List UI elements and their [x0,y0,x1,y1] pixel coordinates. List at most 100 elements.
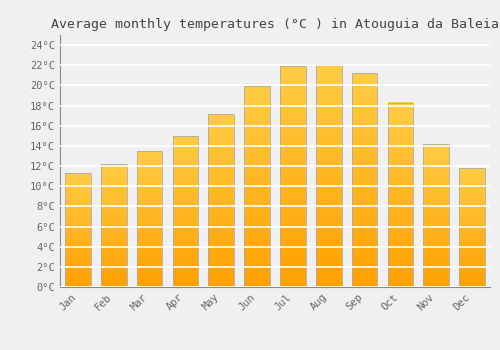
Bar [244,136,270,139]
Bar [424,170,449,173]
Bar [388,225,413,227]
Bar [352,113,378,116]
Bar [459,208,485,210]
Bar [352,199,378,202]
Bar [136,169,162,172]
Bar [208,161,234,163]
Bar [280,152,306,155]
Bar [172,232,199,234]
Bar [101,164,126,166]
Bar [352,124,378,127]
Bar [172,211,199,213]
Bar [316,270,342,273]
Bar [352,241,378,244]
Bar [244,149,270,152]
Bar [136,163,162,164]
Bar [208,248,234,250]
Bar [459,239,485,241]
Bar [388,153,413,155]
Bar [65,210,91,211]
Bar [459,224,485,226]
Bar [172,257,199,259]
Bar [244,126,270,129]
Bar [136,268,162,270]
Bar [65,207,91,209]
Bar [352,252,378,255]
Bar [424,226,449,228]
Bar [459,192,485,193]
Bar [424,194,449,196]
Bar [136,188,162,190]
Bar [388,280,413,282]
Bar [459,205,485,207]
Bar [424,190,449,192]
Bar [316,156,342,159]
Bar [136,187,162,188]
Bar [244,247,270,250]
Bar [280,94,306,97]
Bar [65,191,91,193]
Bar [244,119,270,121]
Bar [424,231,449,233]
Bar [352,225,378,228]
Bar [280,268,306,271]
Bar [65,202,91,203]
Bar [459,248,485,250]
Bar [65,277,91,279]
Bar [244,179,270,182]
Bar [280,248,306,251]
Bar [316,267,342,270]
Bar [244,244,270,247]
Bar [280,251,306,254]
Bar [352,100,378,103]
Bar [101,199,126,201]
Bar [101,261,126,262]
Bar [316,262,342,265]
Bar [280,240,306,243]
Bar [172,223,199,225]
Bar [352,183,378,186]
Bar [352,156,378,159]
Bar [172,172,199,174]
Bar [101,164,126,287]
Bar [244,187,270,189]
Bar [280,237,306,240]
Bar [352,143,378,146]
Bar [244,144,270,147]
Bar [316,217,342,220]
Bar [172,262,199,264]
Bar [459,238,485,239]
Bar [388,278,413,280]
Bar [136,251,162,253]
Bar [280,182,306,185]
Bar [352,239,378,241]
Bar [352,89,378,92]
Bar [101,273,126,275]
Bar [424,163,449,165]
Bar [352,233,378,236]
Bar [280,77,306,80]
Bar [388,114,413,116]
Bar [459,244,485,245]
Bar [65,230,91,231]
Bar [424,244,449,246]
Bar [316,212,342,215]
Bar [136,151,162,287]
Bar [172,281,199,283]
Bar [208,157,234,159]
Bar [65,173,91,175]
Bar [352,247,378,250]
Bar [424,214,449,216]
Bar [208,278,234,280]
Bar [316,64,342,287]
Bar [280,243,306,246]
Bar [101,242,126,244]
Bar [459,220,485,222]
Bar [352,161,378,164]
Bar [244,279,270,282]
Bar [244,232,270,235]
Bar [316,173,342,176]
Bar [208,226,234,229]
Bar [424,167,449,169]
Bar [424,269,449,271]
